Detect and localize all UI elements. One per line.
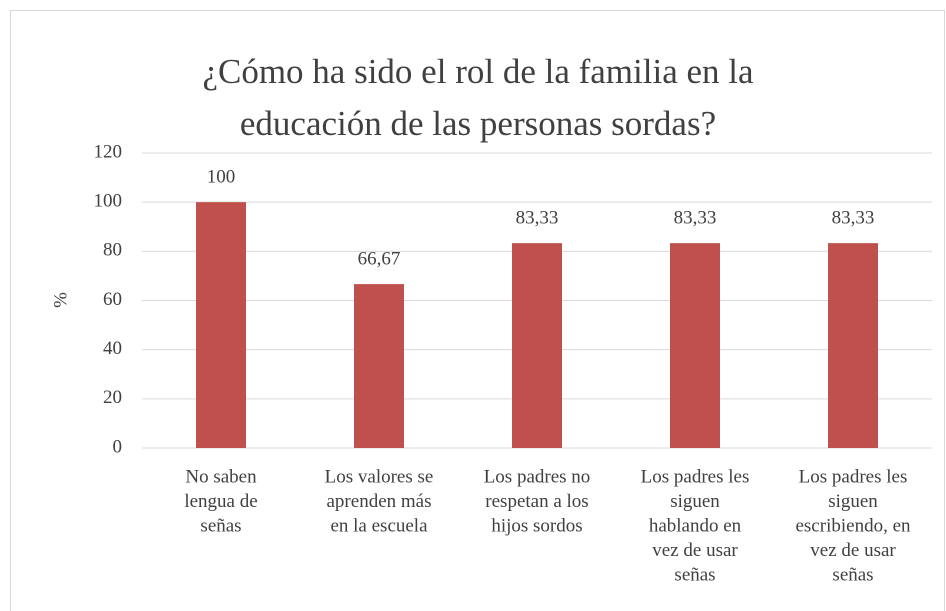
data-label: 83,33	[674, 208, 717, 229]
bar	[354, 284, 404, 448]
y-tick-label: 0	[113, 436, 123, 457]
data-label: 83,33	[832, 208, 875, 229]
y-tick-label: 80	[103, 240, 122, 261]
data-label: 83,33	[516, 208, 559, 229]
y-axis-label: %	[50, 292, 71, 308]
chart-title: ¿Cómo ha sido el rol de la familia en la	[202, 52, 754, 91]
x-tick-label: Los valores se	[325, 466, 434, 487]
x-tick-label: Los padres no	[484, 466, 591, 487]
data-label: 66,67	[358, 248, 401, 269]
chart-border	[10, 10, 945, 611]
bar	[512, 243, 562, 448]
y-tick-label: 60	[103, 289, 122, 310]
x-tick-label: vez de usar	[810, 540, 896, 561]
x-tick-label: hablando en	[649, 515, 742, 536]
x-tick-label: aprenden más	[327, 491, 432, 512]
chart-title: educación de las personas sordas?	[240, 104, 716, 143]
bar	[828, 243, 878, 448]
x-tick-label: siguen	[828, 491, 878, 512]
data-label: 100	[207, 167, 236, 188]
x-tick-label: Los padres les	[641, 466, 750, 487]
x-tick-label: Los padres les	[799, 466, 908, 487]
x-tick-label: señas	[200, 515, 241, 536]
y-tick-label: 100	[94, 191, 123, 212]
x-tick-label: No saben	[185, 466, 257, 487]
x-tick-label: escribiendo, en	[795, 515, 911, 536]
x-tick-label: lengua de	[184, 491, 257, 512]
y-tick-label: 120	[94, 141, 123, 162]
bar	[196, 202, 246, 448]
x-tick-label: hijos sordos	[491, 515, 582, 536]
y-tick-label: 40	[103, 338, 122, 359]
x-tick-label: en la escuela	[330, 515, 428, 536]
bar	[670, 243, 720, 448]
x-tick-label: vez de usar	[652, 540, 738, 561]
x-tick-label: siguen	[670, 491, 720, 512]
y-tick-label: 20	[103, 387, 122, 408]
x-tick-label: respetan a los	[485, 491, 588, 512]
x-tick-label: señas	[832, 564, 873, 585]
x-tick-label: señas	[674, 564, 715, 585]
